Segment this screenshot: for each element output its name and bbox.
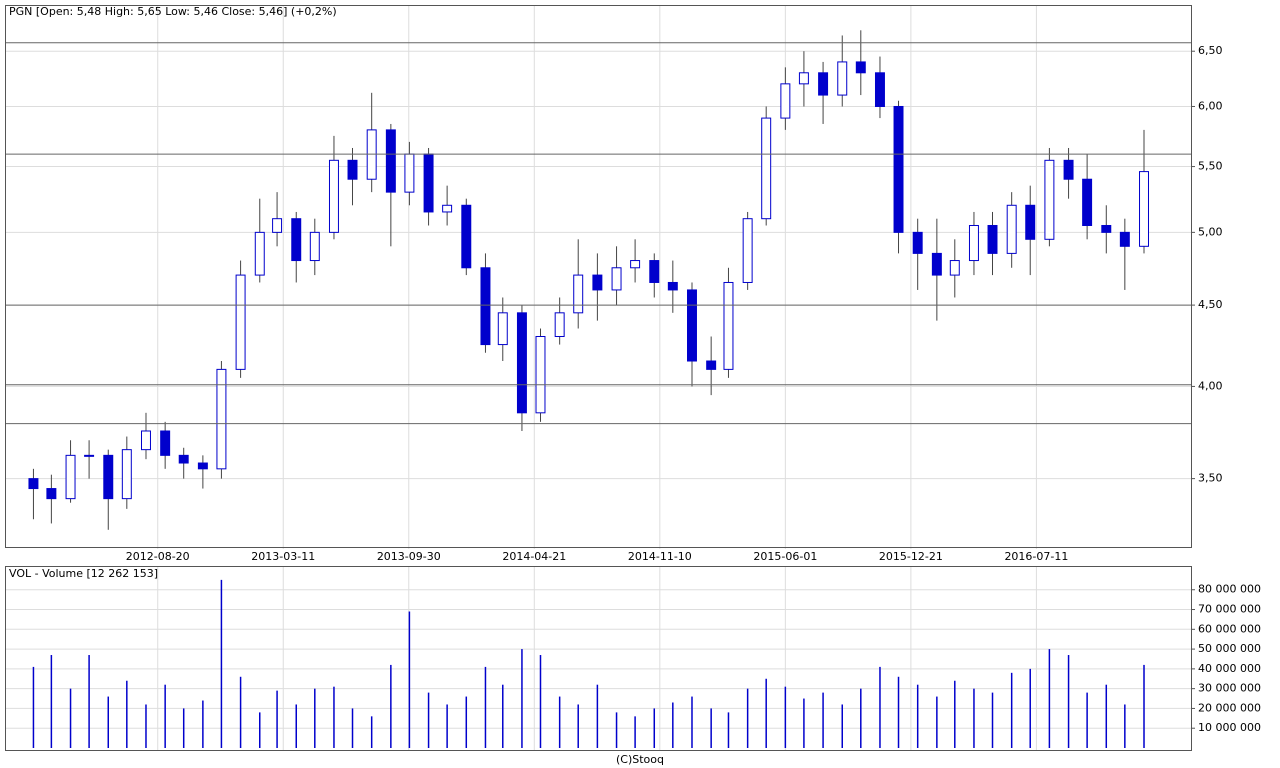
y-tick-label: 70 000 000 xyxy=(1198,603,1261,616)
x-tick-label: 2016-07-11 xyxy=(1004,550,1068,563)
candle-body xyxy=(723,281,734,370)
x-tick-label: 2014-11-10 xyxy=(628,550,692,563)
y-tick-label: 50 000 000 xyxy=(1198,642,1261,655)
candle-body xyxy=(874,72,885,107)
candle-body xyxy=(761,117,772,220)
candle-body xyxy=(573,274,584,314)
y-tick-label: 6,00 xyxy=(1198,99,1223,112)
candle-body xyxy=(554,312,565,337)
candle-body xyxy=(309,231,320,262)
candle-body xyxy=(480,267,491,346)
candle-body xyxy=(178,454,189,464)
y-tick-label: 40 000 000 xyxy=(1198,662,1261,675)
candle-body xyxy=(84,454,95,457)
y-tick-label: 5,50 xyxy=(1198,160,1223,173)
candle-body xyxy=(855,61,866,74)
y-tick-label: 80 000 000 xyxy=(1198,583,1261,596)
candle-body xyxy=(291,218,302,262)
footer: (C)Stooq xyxy=(616,753,664,766)
candle-body xyxy=(818,72,829,96)
candle-body xyxy=(949,260,960,276)
x-tick-label: 2015-06-01 xyxy=(753,550,817,563)
candle-body xyxy=(121,449,132,500)
candle-body xyxy=(1101,224,1112,233)
candle-body xyxy=(630,260,641,269)
y-tick-label: 4,00 xyxy=(1198,379,1223,392)
candle-body xyxy=(442,204,453,213)
candle-body xyxy=(516,312,527,414)
candle-body xyxy=(1044,159,1055,240)
candle-body xyxy=(649,260,660,283)
candle-body xyxy=(931,252,942,276)
candle-body xyxy=(216,368,227,470)
candle-body xyxy=(385,129,396,193)
candle-body xyxy=(461,204,472,269)
candle-body xyxy=(667,281,678,291)
price-title: PGN [Open: 5,48 High: 5,65 Low: 5,46 Clo… xyxy=(9,5,337,18)
x-tick-label: 2013-03-11 xyxy=(251,550,315,563)
y-tick-label: 3,50 xyxy=(1198,472,1223,485)
x-tick-label: 2014-04-21 xyxy=(502,550,566,563)
candle-body xyxy=(423,153,434,213)
y-tick-label: 10 000 000 xyxy=(1198,721,1261,734)
candle-body xyxy=(404,153,415,193)
candle-body xyxy=(987,224,998,254)
y-tick-label: 30 000 000 xyxy=(1198,682,1261,695)
candle-body xyxy=(65,454,76,500)
candle-body xyxy=(912,231,923,254)
candle-body xyxy=(535,335,546,414)
candle-body xyxy=(780,83,791,119)
candle-body xyxy=(28,478,39,490)
candle-body xyxy=(160,430,171,456)
candle-body xyxy=(968,224,979,262)
candle-body xyxy=(742,218,753,283)
candle-body xyxy=(328,159,339,233)
candle-body xyxy=(254,231,265,276)
y-tick-label: 4,50 xyxy=(1198,298,1223,311)
volume-title: VOL - Volume [12 262 153] xyxy=(9,567,158,580)
candle-body xyxy=(893,105,904,233)
candle-body xyxy=(611,267,622,291)
candle-body xyxy=(1139,171,1149,247)
y-tick-label: 60 000 000 xyxy=(1198,622,1261,635)
x-tick-label: 2012-08-20 xyxy=(126,550,190,563)
volume-frame xyxy=(5,566,1192,751)
candle-body xyxy=(235,274,246,370)
y-tick-label: 5,00 xyxy=(1198,225,1223,238)
candle-body xyxy=(1025,204,1036,240)
candle-body xyxy=(46,488,57,500)
candle-body xyxy=(141,430,151,451)
candle-body xyxy=(1063,159,1074,180)
candle-body xyxy=(497,312,508,346)
y-tick-label: 6,50 xyxy=(1198,44,1223,57)
candle-body xyxy=(1082,178,1093,226)
price-frame xyxy=(5,5,1192,548)
candle-body xyxy=(347,159,358,180)
candle-body xyxy=(1006,204,1017,254)
candle-body xyxy=(706,360,717,370)
candle-body xyxy=(837,61,848,96)
x-tick-label: 2015-12-21 xyxy=(879,550,943,563)
y-tick-label: 20 000 000 xyxy=(1198,701,1261,714)
x-tick-label: 2013-09-30 xyxy=(377,550,441,563)
candle-body xyxy=(272,218,283,233)
candle-body xyxy=(687,289,697,362)
candle-body xyxy=(103,454,114,500)
candle-body xyxy=(798,72,809,85)
candle-body xyxy=(1119,231,1130,247)
candle-body xyxy=(197,462,208,470)
candle-body xyxy=(592,274,603,291)
